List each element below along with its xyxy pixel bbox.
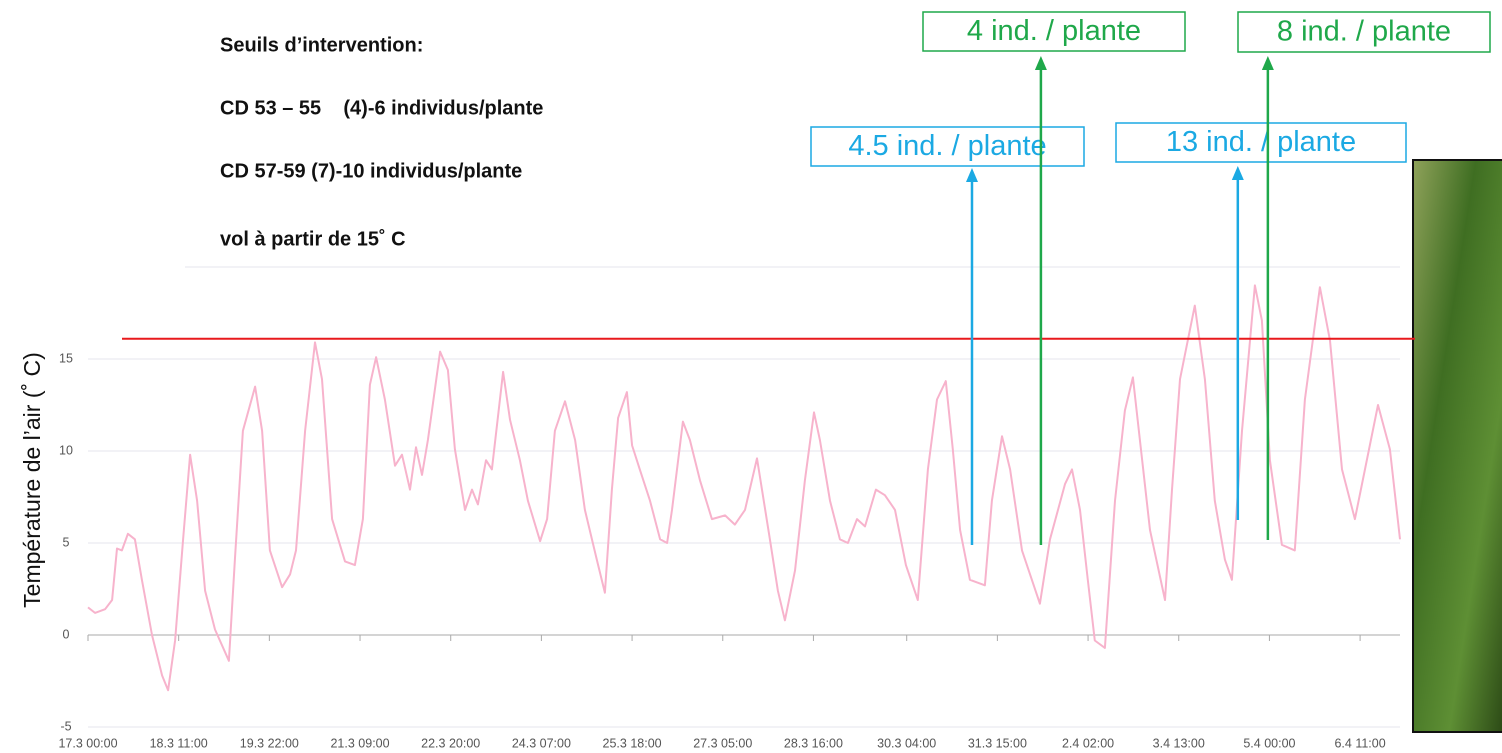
annotation-label: 4 ind. / plante — [967, 15, 1141, 47]
x-tick-label: 3.4 13:00 — [1153, 736, 1205, 750]
note-line: vol à partir de 15˚ C — [220, 227, 406, 250]
annotation-label: 4.5 ind. / plante — [848, 130, 1046, 162]
x-tick-label: 22.3 20:00 — [421, 736, 480, 750]
x-tick-label: 6.4 11:00 — [1334, 736, 1385, 750]
annotation-label: 8 ind. / plante — [1277, 16, 1451, 48]
arrow-head — [1035, 56, 1047, 70]
x-tick-label: 24.3 07:00 — [512, 736, 571, 750]
temperature-line — [88, 285, 1400, 690]
y-axis-label: Température de l’air (˚ C) — [19, 352, 45, 608]
x-tick-label: 2.4 02:00 — [1062, 736, 1114, 750]
y-tick-label: 0 — [63, 627, 70, 641]
x-tick-label: 19.3 22:00 — [240, 736, 299, 750]
y-tick-label: 5 — [63, 535, 70, 549]
arrow-head — [1232, 166, 1244, 180]
y-tick-label: 15 — [59, 351, 73, 365]
arrow-head — [1262, 56, 1274, 70]
note-line: Seuils d’intervention: — [220, 34, 423, 56]
x-tick-label: 28.3 16:00 — [784, 736, 843, 750]
x-tick-label: 27.3 05:00 — [693, 736, 752, 750]
x-tick-label: 25.3 18:00 — [603, 736, 662, 750]
photo — [1413, 160, 1502, 732]
annotation-label: 13 ind. / plante — [1166, 126, 1356, 158]
plot: -5 0 5 10 15 17.3 00:00 18.3 11:00 19.3 22:00 21… — [58, 12, 1490, 750]
x-tick-label: 21.3 09:00 — [330, 736, 389, 750]
note-line: CD 57-59 (7)-10 individus/plante — [220, 160, 522, 182]
x-tick-label: 30.3 04:00 — [877, 736, 936, 750]
note-line: CD 53 – 55 (4)-6 individus/plante — [220, 97, 543, 119]
y-tick-label: 10 — [59, 443, 73, 457]
chart: -5 0 5 10 15 17.3 00:00 18.3 11:00 19.3 22:00 21… — [0, 0, 1502, 753]
arrow-head — [966, 168, 978, 182]
x-tick-label: 18.3 11:00 — [150, 736, 208, 750]
x-tick-label: 17.3 00:00 — [58, 736, 117, 750]
y-tick-label: -5 — [60, 719, 71, 733]
x-tick-label: 5.4 00:00 — [1243, 736, 1295, 750]
x-tick-label: 31.3 15:00 — [968, 736, 1027, 750]
